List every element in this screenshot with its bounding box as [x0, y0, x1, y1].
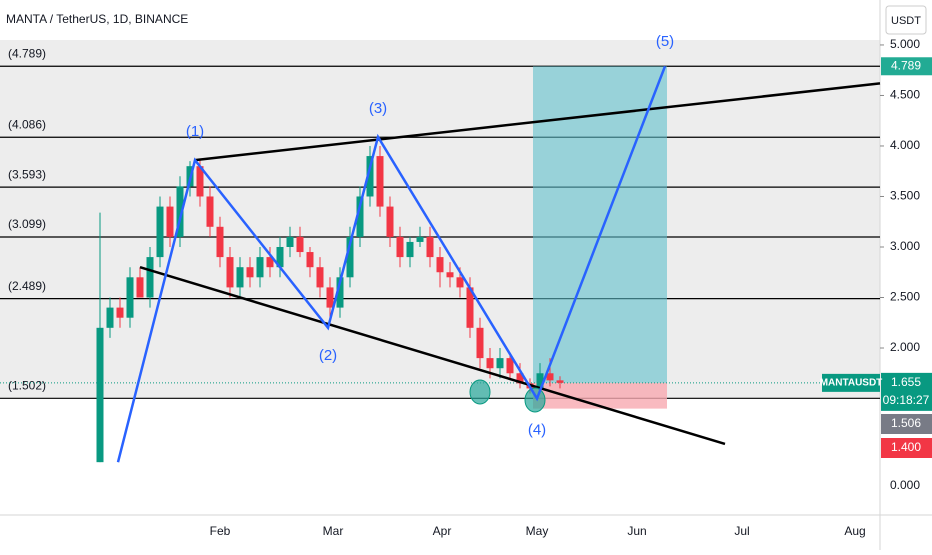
candle-body	[276, 246, 284, 268]
candle-body	[366, 156, 374, 197]
candle-body	[126, 277, 134, 318]
y-tick-label: 2.500	[890, 290, 920, 304]
candle-body	[516, 373, 524, 384]
highlight-circle	[524, 387, 546, 413]
candle-body	[456, 277, 464, 288]
wave-label: (1)	[186, 123, 204, 140]
candle-body	[446, 272, 454, 278]
candle-body	[436, 257, 444, 273]
candle-body	[496, 358, 504, 369]
chart-shade	[0, 40, 880, 398]
x-tick-label: Feb	[210, 524, 231, 538]
candle-body	[296, 236, 304, 253]
candle-body	[346, 236, 354, 278]
candle-body	[256, 257, 264, 278]
x-tick-label: Mar	[323, 524, 344, 538]
candle-body	[116, 307, 124, 318]
wave-label: (4)	[528, 421, 546, 438]
stop-zone	[533, 382, 667, 409]
candle-body	[96, 327, 104, 463]
candle-body	[206, 196, 214, 227]
level-label: (1.502)	[8, 378, 46, 392]
y-tick-label: 5.000	[890, 37, 920, 51]
x-tick-label: May	[526, 524, 549, 538]
target-tag-bg	[881, 57, 932, 76]
candle-body	[166, 206, 174, 237]
candle-body	[546, 373, 554, 381]
x-tick-label: Aug	[844, 524, 865, 538]
candle-body	[506, 358, 514, 374]
candle-body	[476, 327, 484, 359]
candle-body	[556, 380, 564, 383]
candle-body	[336, 277, 344, 308]
price-tag: 1.655	[891, 375, 921, 389]
level-label: (2.489)	[8, 279, 46, 293]
wave-label: (3)	[369, 100, 387, 117]
y-tick-label: 4.500	[890, 88, 920, 102]
wave-label: (5)	[656, 33, 674, 50]
candle-body	[326, 287, 334, 308]
x-tick-label: Apr	[433, 524, 452, 538]
candle-body	[196, 166, 204, 197]
candle-body	[146, 257, 154, 298]
candle-body	[176, 186, 184, 237]
candle-body	[416, 236, 424, 242]
bottom-label: 0.000	[890, 478, 920, 492]
stop-tag-bg	[881, 438, 932, 458]
chart-title: MANTA / TetherUS, 1D, BINANCE	[6, 12, 188, 26]
symbol-tag: MANTAUSDT	[820, 378, 883, 389]
y-tick-label: 4.000	[890, 138, 920, 152]
candle-body	[356, 196, 364, 237]
candle-body	[266, 257, 274, 268]
stop-tag: 1.400	[891, 440, 921, 454]
candle-body	[106, 307, 114, 328]
level-label: (4.789)	[8, 46, 46, 60]
candle-body	[396, 236, 404, 258]
price-tag-bg	[881, 372, 932, 411]
x-tick-label: Jun	[627, 524, 646, 538]
level-label: (3.593)	[8, 167, 46, 181]
currency[interactable]: USDT	[891, 15, 921, 27]
highlight-circle	[469, 379, 491, 405]
candle-body	[426, 236, 434, 258]
marker-tag: 1.506	[891, 416, 921, 430]
currency-button[interactable]	[885, 5, 927, 35]
candle-body	[466, 287, 474, 328]
level-label: (3.099)	[8, 217, 46, 231]
lower-trend	[139, 266, 726, 446]
target-tag: 4.789	[891, 58, 921, 72]
x-tick-label: Jul	[734, 524, 749, 538]
candle-body	[226, 257, 234, 288]
candle-body	[246, 267, 254, 278]
candle-body	[136, 277, 144, 298]
candle-body	[386, 206, 394, 237]
y-tick-label: 2.000	[890, 340, 920, 354]
symbol-tag-bg	[822, 373, 880, 392]
candle-body	[406, 241, 414, 258]
candle-body	[156, 206, 164, 258]
candle-body	[306, 252, 314, 268]
candle-body	[236, 267, 244, 288]
candle-body	[286, 236, 294, 247]
candle-body	[376, 156, 384, 207]
candle-body	[216, 226, 224, 258]
y-tick-label: 3.500	[890, 189, 920, 203]
upper-trend	[194, 82, 881, 162]
countdown: 09:18:27	[883, 393, 930, 407]
level-label: (4.086)	[8, 117, 46, 131]
wave-label: (2)	[319, 347, 337, 364]
marker-tag-bg	[881, 414, 932, 434]
y-tick-label: 3.000	[890, 239, 920, 253]
candle-body	[536, 373, 544, 389]
wave-line	[116, 65, 667, 463]
candle-body	[486, 358, 494, 369]
candle-body	[316, 267, 324, 288]
